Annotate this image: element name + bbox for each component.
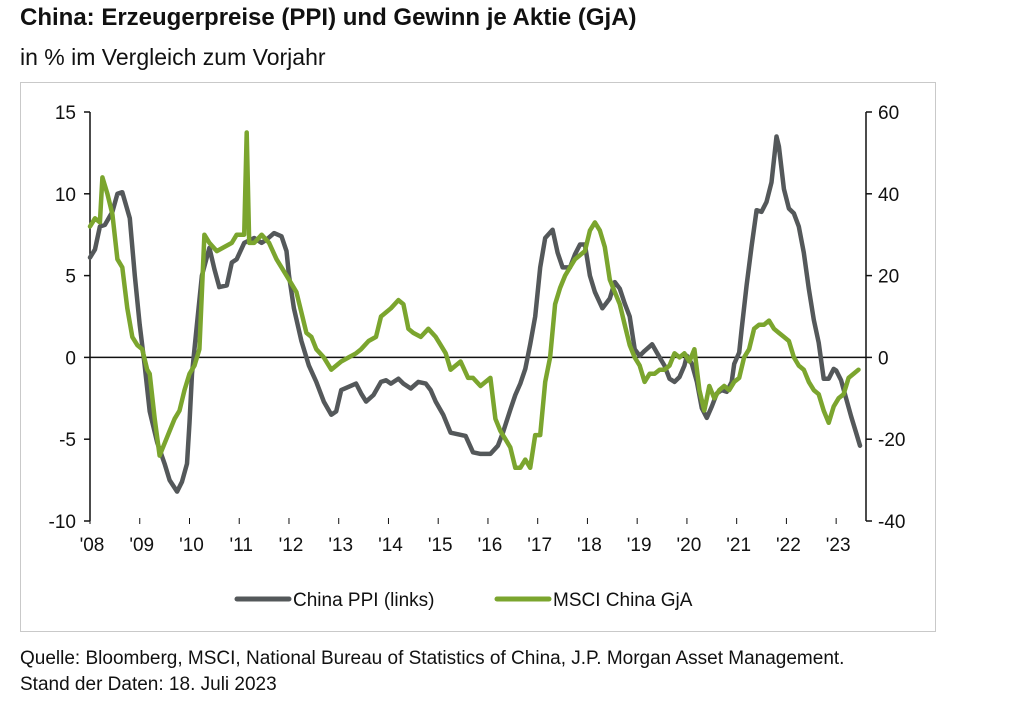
x-tick-label: '11: [230, 535, 253, 556]
right-tick-label: 20: [878, 267, 899, 288]
x-tick-label: '22: [776, 535, 801, 556]
chart-subtitle: in % im Vergleich zum Vorjahr: [20, 44, 326, 70]
left-tick-label: -5: [59, 430, 76, 451]
data-date-note: Stand der Daten: 18. Juli 2023: [20, 674, 277, 695]
x-tick-label: '21: [726, 535, 751, 556]
left-tick-label: 5: [65, 267, 76, 288]
legend: China PPI (links) MSCI China GjA: [234, 590, 693, 611]
x-tick-label: '13: [328, 535, 353, 556]
series-lines: [87, 130, 863, 494]
left-tick-label: -10: [49, 512, 76, 533]
series-line-ppi: [87, 134, 863, 494]
right-tick-label: -20: [878, 430, 905, 451]
chart-frame: 15 10 5 0 -5 -10 60 40 20 0 -20 -40 '08 '09 '10 '11 '12 '…: [20, 82, 936, 632]
left-tick-label: 0: [65, 348, 76, 369]
legend-label-eps: MSCI China GjA: [553, 590, 693, 611]
series-line-eps: [87, 130, 861, 471]
x-tick-label: '08: [80, 535, 105, 556]
x-tick-label: '19: [627, 535, 652, 556]
x-tick-label: '15: [428, 535, 453, 556]
x-tick-label: '23: [826, 535, 851, 556]
x-tick-label: '10: [179, 535, 204, 556]
left-tick-label: 10: [55, 185, 76, 206]
right-tick-label: -40: [878, 512, 905, 533]
x-tick-label: '18: [577, 535, 602, 556]
left-tick-label: 15: [55, 103, 76, 124]
axes: 15 10 5 0 -5 -10 60 40 20 0 -20 -40 '08 '09 '10 '11 '12 '…: [49, 103, 906, 556]
x-tick-label: '17: [527, 535, 552, 556]
right-tick-label: 60: [878, 103, 899, 124]
x-tick-label: '09: [129, 535, 154, 556]
chart-plot: 15 10 5 0 -5 -10 60 40 20 0 -20 -40 '08 '09 '10 '11 '12 '…: [49, 103, 906, 611]
x-tick-label: '20: [677, 535, 702, 556]
x-tick-label: '14: [378, 535, 403, 556]
x-tick-label: '16: [478, 535, 503, 556]
x-tick-label: '12: [279, 535, 304, 556]
legend-label-ppi: China PPI (links): [293, 590, 435, 611]
chart-title: China: Erzeugerpreise (PPI) und Gewinn j…: [20, 4, 637, 31]
right-tick-label: 40: [878, 185, 899, 206]
source-note: Quelle: Bloomberg, MSCI, National Bureau…: [20, 648, 845, 669]
right-tick-label: 0: [878, 348, 889, 369]
